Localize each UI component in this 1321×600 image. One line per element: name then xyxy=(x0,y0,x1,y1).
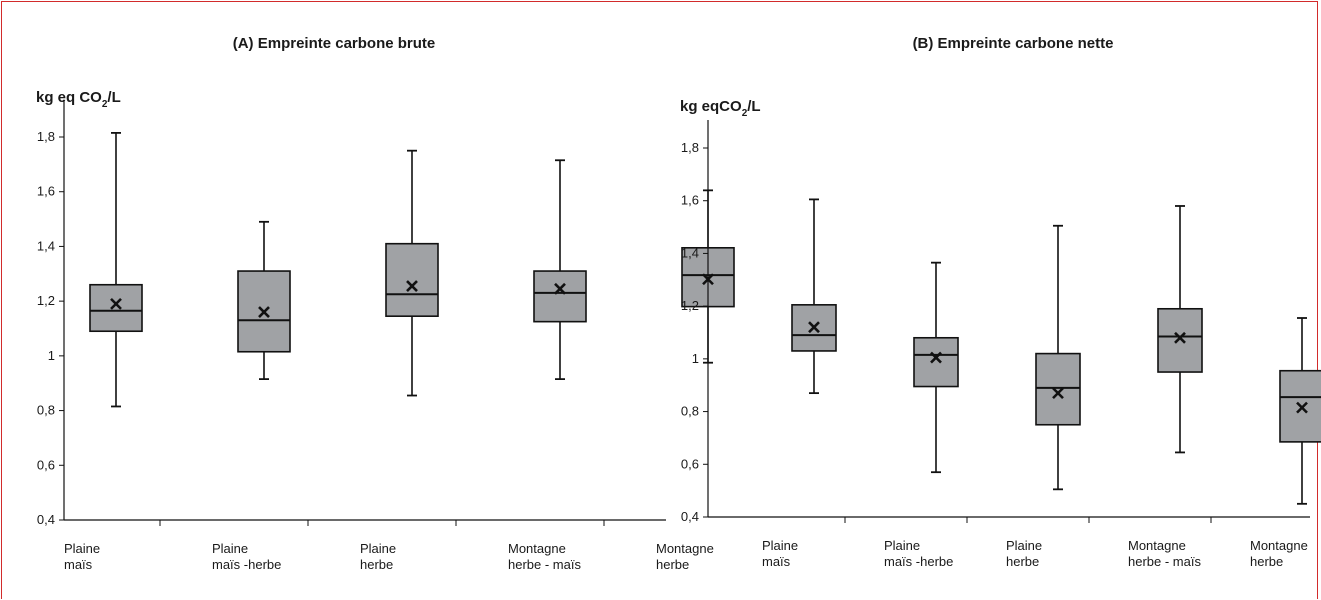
y-tick-label: 1 xyxy=(692,351,699,366)
panel-b-title: (B) Empreinte carbone nette xyxy=(913,35,1114,52)
y-tick-label: 1,8 xyxy=(37,129,55,144)
box-plot-1 xyxy=(89,131,143,408)
y-tick-label: 0,4 xyxy=(681,509,699,524)
iqr-box xyxy=(533,270,587,323)
box-plot-4 xyxy=(1157,205,1203,454)
mean-marker xyxy=(1174,331,1186,344)
box-plot-4 xyxy=(533,159,587,381)
x-category-label: Plaine maïs xyxy=(762,538,798,569)
box-plot-5 xyxy=(1279,317,1321,505)
iqr-box xyxy=(385,242,439,317)
box-plot-1 xyxy=(791,198,837,395)
panel-b: (B) Empreinte carbone nette kg eqCO2/L 0… xyxy=(680,35,1321,569)
y-tick-label: 0,4 xyxy=(37,512,55,527)
panel-a-title: (A) Empreinte carbone brute xyxy=(233,35,436,52)
panel-a-y-unit: kg eq CO2/L xyxy=(36,89,121,110)
panel-a: (A) Empreinte carbone brute kg eq CO2/L … xyxy=(36,35,735,572)
iqr-box xyxy=(913,336,959,388)
x-category-label: Montagne herbe xyxy=(656,541,714,572)
mean-marker xyxy=(406,280,418,293)
y-tick-label: 1,4 xyxy=(681,245,699,260)
x-category-label: Montagne herbe - maïs xyxy=(508,541,581,572)
iqr-box xyxy=(89,283,143,333)
mean-marker xyxy=(258,306,270,319)
x-category-label: Plaine herbe xyxy=(360,541,396,572)
x-category-label: Montagne herbe - maïs xyxy=(1128,538,1201,569)
mean-marker xyxy=(554,282,566,295)
box-plot-3 xyxy=(1035,224,1081,491)
box-plot-2 xyxy=(913,261,959,474)
iqr-box xyxy=(1157,307,1203,373)
x-category-label: Plaine maïs -herbe xyxy=(884,538,953,569)
x-category-label: Plaine maïs xyxy=(64,541,100,572)
y-tick-label: 1 xyxy=(48,348,55,363)
y-tick-label: 1,2 xyxy=(681,298,699,313)
iqr-box xyxy=(1035,352,1081,426)
mean-marker xyxy=(930,351,942,364)
y-tick-label: 0,6 xyxy=(37,457,55,472)
mean-marker xyxy=(808,321,820,334)
mean-marker xyxy=(1052,387,1064,400)
box-plot-3 xyxy=(385,149,439,397)
x-category-label: Plaine maïs -herbe xyxy=(212,541,281,572)
y-tick-label: 0,8 xyxy=(37,403,55,418)
mean-marker xyxy=(110,297,122,310)
y-tick-label: 1,8 xyxy=(681,140,699,155)
y-tick-label: 1,2 xyxy=(37,293,55,308)
mean-marker xyxy=(1296,401,1308,414)
y-tick-label: 1,6 xyxy=(37,184,55,199)
y-tick-label: 1,6 xyxy=(681,193,699,208)
y-tick-label: 0,8 xyxy=(681,404,699,419)
x-category-label: Plaine herbe xyxy=(1006,538,1042,569)
box-plot-2 xyxy=(237,220,291,381)
x-category-label: Montagne herbe xyxy=(1250,538,1308,569)
y-tick-label: 0,6 xyxy=(681,456,699,471)
y-tick-label: 1,4 xyxy=(37,238,55,253)
panel-b-y-unit: kg eqCO2/L xyxy=(680,98,761,119)
